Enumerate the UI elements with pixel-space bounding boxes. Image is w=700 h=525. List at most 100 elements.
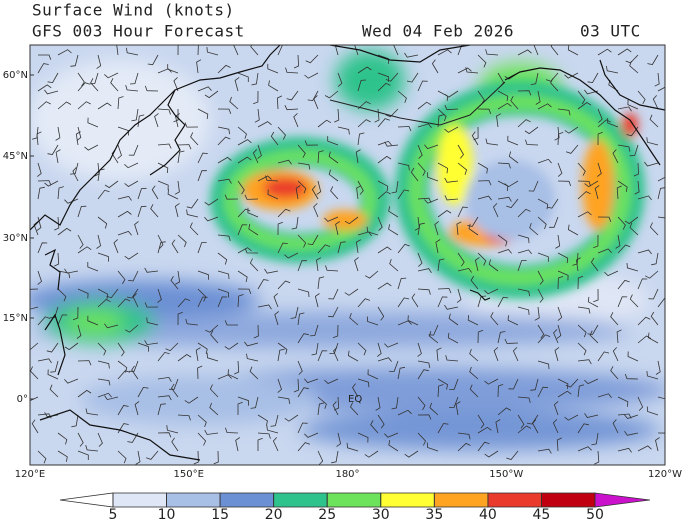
wind-barb [436, 347, 442, 362]
wind-barb [171, 437, 179, 452]
wind-barb [49, 384, 59, 398]
wind-barb [537, 324, 545, 339]
wind-barb [127, 432, 139, 443]
wind-barb [77, 450, 89, 460]
wind-barb [237, 208, 251, 218]
wind-barb [335, 221, 340, 236]
wind-barb [357, 298, 371, 308]
wind-barb [173, 77, 179, 92]
wind-barb [104, 180, 119, 189]
wind-barb [347, 350, 359, 362]
colorbar-segment [487, 492, 542, 508]
wind-barb [484, 378, 499, 385]
wind-barb [57, 432, 68, 445]
wind-barb [417, 396, 426, 411]
wind-barb [57, 186, 64, 200]
wind-barb [457, 432, 471, 440]
wind-barb [428, 324, 439, 336]
wind-barb [237, 396, 249, 406]
wind-barb [444, 105, 459, 111]
wind-barb [334, 396, 340, 411]
wind-barb [555, 234, 561, 249]
wind-barb [328, 151, 339, 164]
wind-barb [57, 314, 68, 326]
wind-barb [193, 450, 199, 465]
wind-barb [64, 198, 79, 204]
wind-barb [134, 401, 140, 416]
colorbar-label: 45 [533, 507, 551, 523]
wind-barb [404, 52, 419, 58]
wind-barb [177, 414, 191, 421]
wind-barb [297, 260, 307, 272]
wind-barb [64, 378, 79, 384]
wind-barb [377, 357, 392, 362]
wind-barb [284, 252, 299, 259]
wind-barb [646, 406, 659, 416]
wind-barb [49, 306, 59, 319]
wind-barb [237, 156, 252, 164]
wind-barb [96, 54, 102, 69]
wind-barb [444, 304, 459, 310]
wind-barb [257, 437, 263, 451]
wind-barb [157, 241, 166, 254]
wind-barb [617, 48, 632, 56]
wind-barb [357, 132, 365, 146]
wind-barb [204, 216, 219, 222]
wind-barb [117, 370, 131, 380]
wind-barb [328, 169, 339, 182]
wind-barb [467, 315, 479, 326]
wind-barb [469, 348, 479, 362]
wind-barb [397, 162, 410, 171]
wind-barb [248, 224, 259, 236]
wind-barb [577, 211, 592, 218]
wind-barb [117, 405, 129, 416]
wind-barb [655, 360, 661, 375]
wind-barb [57, 288, 67, 302]
wind-barb [397, 126, 412, 132]
wind-barb [177, 45, 179, 56]
wind-barb [497, 102, 512, 110]
wind-barb [270, 414, 279, 427]
equator-label: EQ [348, 394, 362, 405]
wind-barb [357, 79, 367, 92]
wind-barb [587, 296, 599, 308]
wind-barb [37, 63, 49, 74]
wind-barb [357, 119, 371, 128]
wind-barb [305, 54, 319, 64]
wind-barb [557, 162, 563, 177]
wind-barb [526, 414, 539, 425]
wind-barb [217, 252, 228, 265]
wind-barb [64, 268, 79, 274]
wind-barb [517, 306, 530, 315]
wind-barb [264, 268, 279, 274]
wind-barb [352, 383, 359, 398]
wind-barb [277, 242, 288, 254]
wind-barb [30, 396, 39, 402]
wind-barb [328, 288, 339, 300]
wind-barb [157, 403, 166, 416]
wind-barb [637, 249, 652, 255]
wind-barb [237, 288, 252, 294]
lon-label: 150°W [489, 469, 523, 480]
wind-barb [587, 72, 599, 84]
wind-barb [297, 387, 309, 398]
wind-barb [349, 312, 359, 326]
wind-barb [629, 222, 639, 236]
wind-barb [233, 45, 239, 56]
wind-barb [469, 384, 479, 398]
wind-barb [406, 72, 419, 83]
wind-barb [297, 422, 308, 434]
wind-barb [549, 216, 559, 228]
wind-barb [506, 198, 519, 209]
wind-barb [587, 324, 599, 335]
wind-barb [404, 450, 419, 458]
wind-barb [477, 252, 487, 266]
wind-barb [290, 306, 299, 319]
wind-barb [356, 185, 362, 200]
wind-barb [125, 324, 139, 333]
wind-barb [144, 85, 159, 92]
wind-barb [537, 334, 551, 344]
wind-barb [70, 54, 79, 67]
wind-barb [293, 113, 299, 128]
wind-barb [470, 275, 479, 290]
